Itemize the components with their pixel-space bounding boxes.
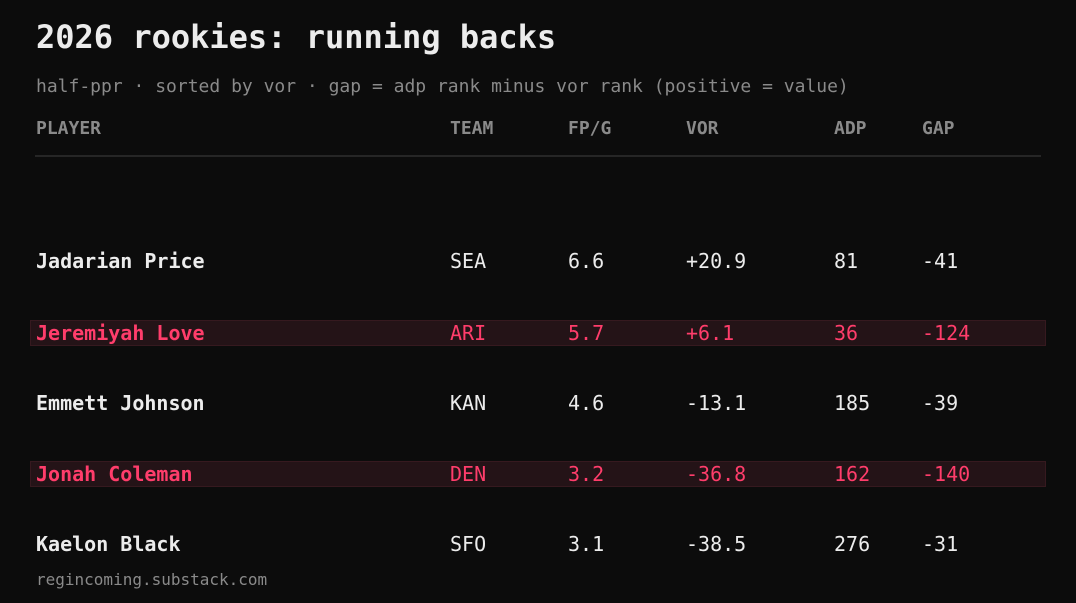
gap-cell: -140 (922, 462, 971, 486)
row-highlight (30, 461, 1046, 487)
header-player: PLAYER (36, 118, 102, 139)
table-row: Jeremiyah Love ARI 5.7 +6.1 36 -124 (0, 320, 1076, 348)
gap-cell: -124 (922, 321, 971, 345)
adp-cell: 162 (834, 462, 871, 486)
team-cell: KAN (450, 391, 487, 415)
team-cell: DEN (450, 462, 487, 486)
adp-cell: 276 (834, 532, 871, 556)
table-row: Jonah Coleman DEN 3.2 -36.8 162 -140 (0, 461, 1076, 489)
page-subtitle: half-ppr · sorted by vor · gap = adp ran… (36, 76, 849, 97)
row-highlight (30, 320, 1046, 346)
header-fpg: FP/G (568, 118, 612, 139)
team-cell: SFO (450, 532, 487, 556)
vor-cell: -36.8 (686, 462, 747, 486)
adp-cell: 36 (834, 321, 859, 345)
table-header: PLAYER TEAM FP/G VOR ADP GAP (0, 118, 1076, 142)
vor-cell: +6.1 (686, 321, 735, 345)
table-row: Kaelon Black SFO 3.1 -38.5 276 -31 (0, 531, 1076, 559)
header-team: TEAM (450, 118, 494, 139)
vor-cell: -13.1 (686, 391, 747, 415)
team-cell: SEA (450, 249, 487, 273)
player-name: Jeremiyah Love (36, 321, 205, 345)
player-name: Jonah Coleman (36, 462, 193, 486)
adp-cell: 81 (834, 249, 859, 273)
vor-cell: -38.5 (686, 532, 747, 556)
table-row: Jadarian Price SEA 6.6 +20.9 81 -41 (0, 248, 1076, 276)
table-row: Emmett Johnson KAN 4.6 -13.1 185 -39 (0, 390, 1076, 418)
page-title: 2026 rookies: running backs (36, 18, 557, 56)
header-gap: GAP (922, 118, 955, 139)
player-name: Emmett Johnson (36, 391, 205, 415)
player-name: Jadarian Price (36, 249, 205, 273)
gap-cell: -31 (922, 532, 959, 556)
fpg-cell: 4.6 (568, 391, 605, 415)
gap-cell: -39 (922, 391, 959, 415)
header-vor: VOR (686, 118, 719, 139)
adp-cell: 185 (834, 391, 871, 415)
header-divider (35, 155, 1041, 157)
team-cell: ARI (450, 321, 487, 345)
fpg-cell: 6.6 (568, 249, 605, 273)
fpg-cell: 3.1 (568, 532, 605, 556)
player-name: Kaelon Black (36, 532, 181, 556)
fpg-cell: 5.7 (568, 321, 605, 345)
gap-cell: -41 (922, 249, 959, 273)
footer-source: regincoming.substack.com (36, 570, 268, 589)
vor-cell: +20.9 (686, 249, 747, 273)
header-adp: ADP (834, 118, 867, 139)
fpg-cell: 3.2 (568, 462, 605, 486)
